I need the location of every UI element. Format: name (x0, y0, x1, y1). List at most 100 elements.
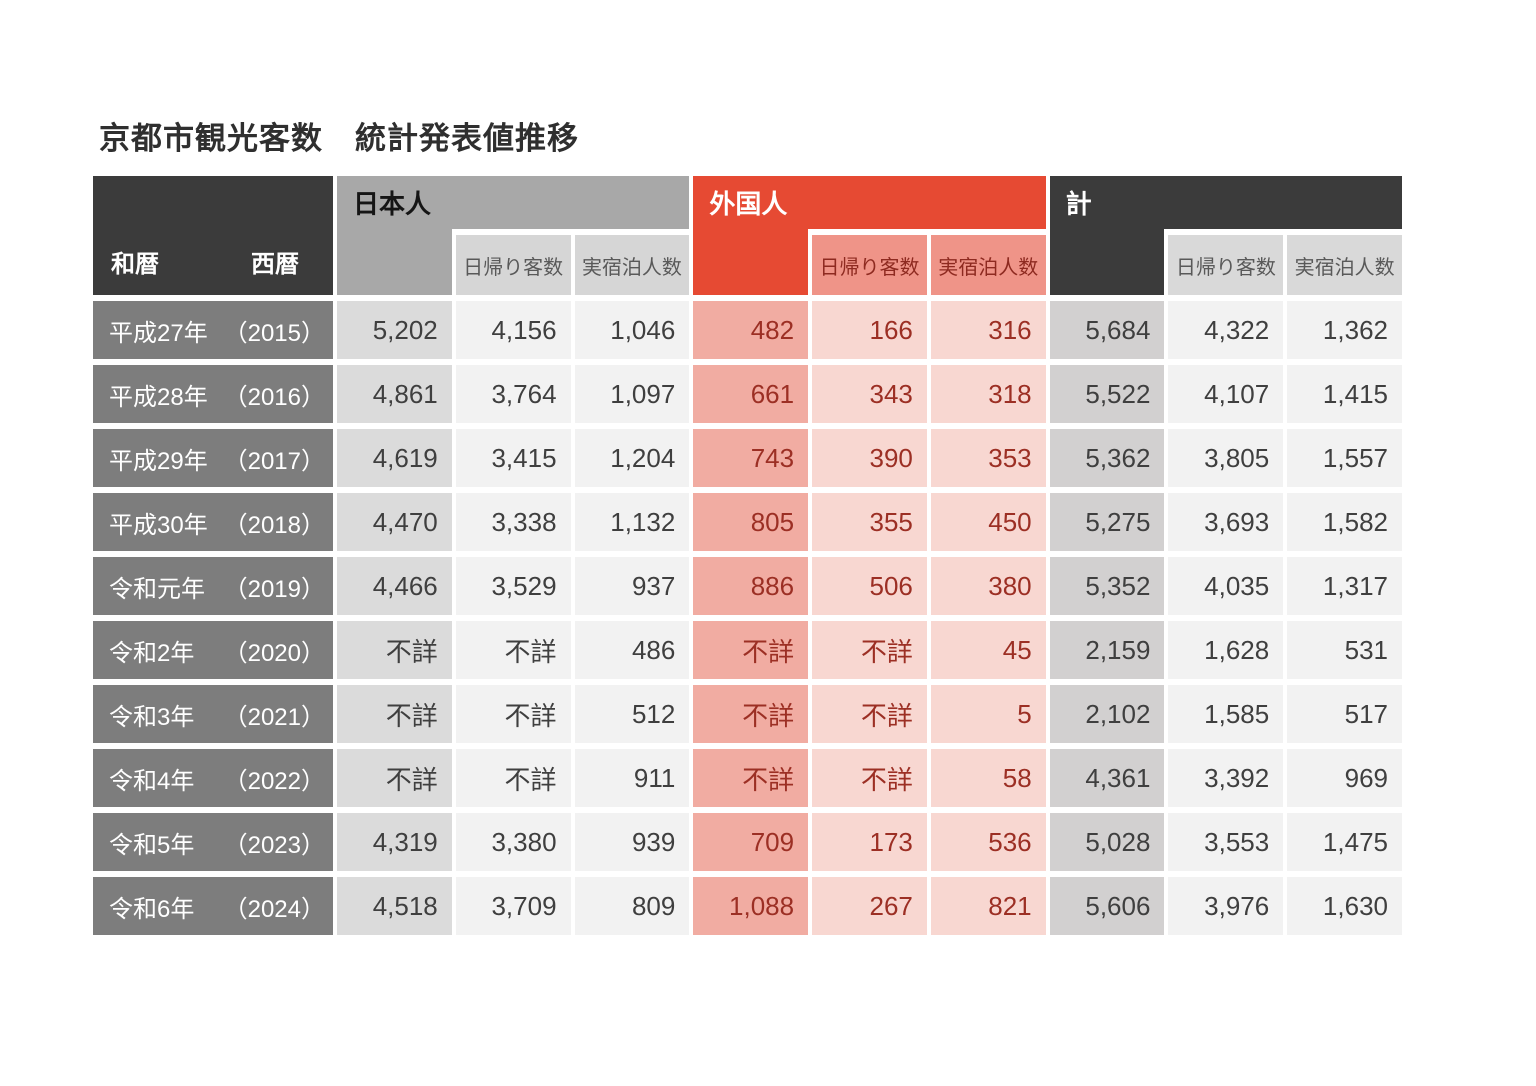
year-label: （2018） (223, 511, 325, 539)
table-cell-total-daytrip: 3,805 (1168, 429, 1284, 487)
table-cell-total-total: 5,362 (1049, 429, 1165, 487)
table-cell-foreign-daytrip: 166 (812, 301, 927, 359)
table-cell-foreign-total: 482 (693, 301, 809, 359)
table-cell-foreign-daytrip: 355 (812, 493, 927, 551)
subheader-total-blank (1049, 229, 1165, 295)
table-cell-japanese-daytrip: 4,156 (455, 301, 571, 359)
table-cell-total-overnight: 1,475 (1287, 813, 1402, 871)
year-label: （2020） (223, 639, 325, 667)
table-cell-total-total: 5,275 (1049, 493, 1165, 551)
table-cell-japanese-daytrip: 不詳 (455, 621, 571, 679)
table-cell-japanese-overnight: 809 (574, 877, 690, 935)
subheader-foreign-blank (693, 229, 809, 295)
table-cell-japanese-overnight: 1,204 (574, 429, 690, 487)
table-cell-total-overnight: 969 (1287, 749, 1402, 807)
year-label: （2024） (223, 895, 325, 923)
table-cell-foreign-overnight: 58 (930, 749, 1046, 807)
statistics-table: 和暦 西暦 日本人 外国人 計 日帰り客数 実宿泊人数 日帰り客数 実宿泊人数 … (93, 176, 1402, 935)
subheader-total-daytrip: 日帰り客数 (1168, 235, 1284, 295)
table-cell-foreign-daytrip: 不詳 (812, 685, 927, 743)
table-cell-total-daytrip: 1,585 (1168, 685, 1284, 743)
table-cell-japanese-overnight: 512 (574, 685, 690, 743)
table-cell-japanese-daytrip: 不詳 (455, 749, 571, 807)
corner-header-cell: 和暦 西暦 (93, 176, 333, 295)
table-cell-japanese-overnight: 1,046 (574, 301, 690, 359)
table-cell-japanese-daytrip: 3,764 (455, 365, 571, 423)
table-cell-japanese-overnight: 911 (574, 749, 690, 807)
table-cell-japanese-daytrip: 3,529 (455, 557, 571, 615)
table-cell-total-total: 5,522 (1049, 365, 1165, 423)
table-cell-japanese-total: 不詳 (337, 621, 452, 679)
table-cell-foreign-daytrip: 343 (812, 365, 927, 423)
table-cell-foreign-daytrip: 不詳 (812, 621, 927, 679)
table-cell-japanese-daytrip: 3,380 (455, 813, 571, 871)
table-cell-total-total: 5,684 (1049, 301, 1165, 359)
table-cell-total-daytrip: 3,693 (1168, 493, 1284, 551)
subheader-japanese-daytrip: 日帰り客数 (455, 235, 571, 295)
era-label: 平成30年 (109, 511, 208, 539)
table-cell-japanese-daytrip: 3,338 (455, 493, 571, 551)
table-cell-total-overnight: 1,317 (1287, 557, 1402, 615)
row-label-4: 平成30年 （2018） (93, 493, 333, 551)
era-label: 令和3年 (109, 703, 195, 731)
table-cell-foreign-daytrip: 506 (812, 557, 927, 615)
subheader-total-overnight: 実宿泊人数 (1287, 235, 1402, 295)
row-label-8: 令和4年 （2022） (93, 749, 333, 807)
corner-label-seireki: 西暦 (251, 251, 299, 278)
year-label: （2015） (223, 319, 325, 347)
row-label-2: 平成28年 （2016） (93, 365, 333, 423)
table-cell-japanese-total: 4,861 (337, 365, 452, 423)
table-cell-foreign-overnight: 353 (930, 429, 1046, 487)
table-cell-total-total: 4,361 (1049, 749, 1165, 807)
table-cell-foreign-total: 805 (693, 493, 809, 551)
table-cell-foreign-overnight: 45 (930, 621, 1046, 679)
table-cell-total-overnight: 1,362 (1287, 301, 1402, 359)
era-label: 令和6年 (109, 895, 195, 923)
group-header-total: 計 (1049, 176, 1402, 229)
era-label: 平成27年 (109, 319, 208, 347)
table-cell-total-daytrip: 4,035 (1168, 557, 1284, 615)
table-cell-foreign-total: 743 (693, 429, 809, 487)
table-cell-total-total: 5,606 (1049, 877, 1165, 935)
era-label: 平成28年 (109, 383, 208, 411)
year-label: （2019） (223, 575, 325, 603)
table-cell-japanese-total: 不詳 (337, 749, 452, 807)
table-cell-total-total: 5,352 (1049, 557, 1165, 615)
table-cell-foreign-overnight: 318 (930, 365, 1046, 423)
row-label-6: 令和2年 （2020） (93, 621, 333, 679)
table-cell-japanese-overnight: 939 (574, 813, 690, 871)
table-cell-total-total: 5,028 (1049, 813, 1165, 871)
table-cell-foreign-overnight: 536 (930, 813, 1046, 871)
table-cell-foreign-daytrip: 390 (812, 429, 927, 487)
table-cell-total-overnight: 1,415 (1287, 365, 1402, 423)
table-cell-foreign-total: 886 (693, 557, 809, 615)
table-cell-foreign-total: 不詳 (693, 621, 809, 679)
table-cell-total-overnight: 1,582 (1287, 493, 1402, 551)
table-cell-foreign-total: 709 (693, 813, 809, 871)
subheader-japanese-overnight: 実宿泊人数 (574, 235, 690, 295)
table-cell-total-overnight: 517 (1287, 685, 1402, 743)
table-cell-total-daytrip: 3,392 (1168, 749, 1284, 807)
table-cell-japanese-total: 4,470 (337, 493, 452, 551)
table-cell-japanese-daytrip: 3,709 (455, 877, 571, 935)
subheader-foreign-overnight: 実宿泊人数 (930, 235, 1046, 295)
row-label-9: 令和5年 （2023） (93, 813, 333, 871)
table-cell-foreign-daytrip: 267 (812, 877, 927, 935)
row-label-10: 令和6年 （2024） (93, 877, 333, 935)
era-label: 令和5年 (109, 831, 195, 859)
row-label-7: 令和3年 （2021） (93, 685, 333, 743)
row-label-1: 平成27年 （2015） (93, 301, 333, 359)
table-cell-japanese-total: 4,518 (337, 877, 452, 935)
table-cell-total-total: 2,102 (1049, 685, 1165, 743)
year-label: （2022） (223, 767, 325, 795)
table-cell-total-daytrip: 4,322 (1168, 301, 1284, 359)
table-cell-foreign-overnight: 821 (930, 877, 1046, 935)
table-cell-japanese-total: 4,619 (337, 429, 452, 487)
table-cell-foreign-overnight: 316 (930, 301, 1046, 359)
year-label: （2016） (223, 383, 325, 411)
year-label: （2021） (223, 703, 325, 731)
year-label: （2023） (223, 831, 325, 859)
subheader-foreign-daytrip: 日帰り客数 (812, 235, 927, 295)
group-header-foreign: 外国人 (693, 176, 1046, 229)
